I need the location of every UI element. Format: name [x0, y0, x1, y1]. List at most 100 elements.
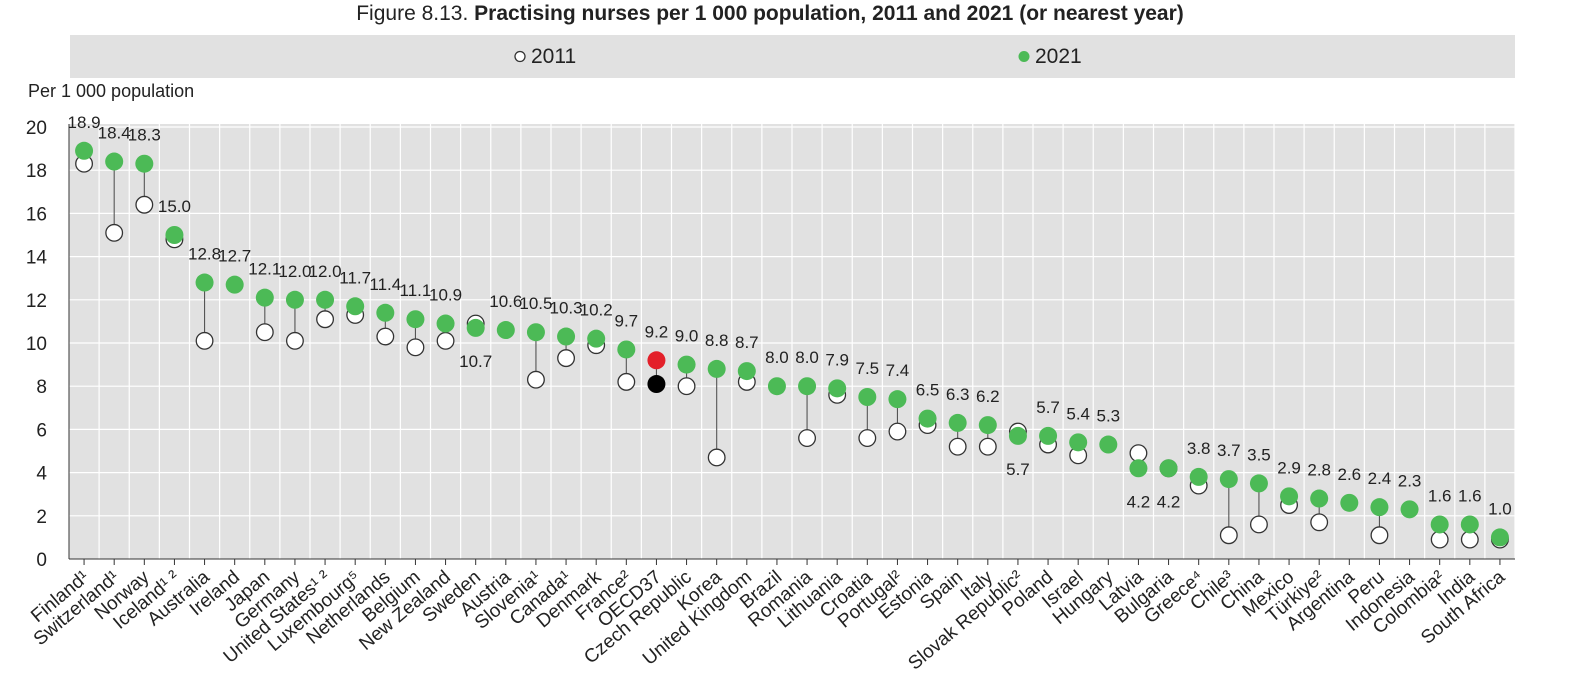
data-label: 5.7: [1036, 398, 1060, 417]
marker-2011: [195, 331, 214, 350]
data-label: 18.4: [98, 124, 131, 143]
marker-2021-oecd: [647, 351, 666, 370]
data-label: 1.0: [1488, 499, 1512, 518]
marker-2021: [1159, 459, 1178, 478]
data-label: 8.0: [795, 348, 819, 367]
data-label: 9.7: [614, 311, 638, 330]
data-label: 4.2: [1157, 492, 1181, 511]
marker-2021: [1219, 470, 1238, 489]
marker-2011: [1370, 526, 1389, 545]
data-label: 1.6: [1458, 486, 1482, 505]
gridlines: [68, 124, 1516, 559]
marker-2011: [255, 323, 274, 342]
marker-2021: [255, 288, 274, 307]
data-label: 8.0: [765, 348, 789, 367]
data-label: 5.3: [1096, 407, 1120, 426]
marker-2021: [798, 377, 817, 396]
marker-2021: [978, 416, 997, 435]
title-main: Practising nurses per 1 000 population, …: [474, 2, 1184, 25]
marker-2021: [737, 362, 756, 381]
marker-2021: [195, 273, 214, 292]
data-label: 2.3: [1398, 471, 1422, 490]
marker-2011: [1430, 530, 1449, 549]
data-label: 2.4: [1368, 469, 1392, 488]
marker-2021: [1460, 515, 1479, 534]
marker-2011: [1249, 515, 1268, 534]
data-label: 11.1: [400, 281, 432, 300]
marker-2021: [1039, 426, 1058, 445]
data-label: 10.9: [429, 286, 462, 305]
marker-2021: [828, 379, 847, 398]
marker-2021: [1400, 500, 1419, 519]
data-label: 12.8: [188, 245, 221, 264]
marker-2021: [165, 226, 184, 244]
marker-2021: [677, 355, 696, 374]
marker-2011: [707, 448, 726, 467]
y-axis: 0 2 4 6 8 10 12 14 16 18 20: [26, 118, 1515, 571]
marker-2011: [1219, 526, 1238, 545]
data-label: 1.6: [1428, 486, 1452, 505]
marker-2021: [1249, 474, 1268, 493]
data-label: 2.8: [1307, 461, 1331, 480]
marker-2021: [1189, 467, 1208, 486]
marker-2011: [316, 310, 335, 329]
marker-2011: [888, 422, 907, 441]
marker-2021: [767, 377, 786, 396]
data-label: 6.5: [916, 381, 940, 400]
y-tick-label: 4: [36, 464, 47, 485]
value-labels: 18.918.418.315.012.812.712.112.012.011.7…: [68, 113, 1512, 519]
marker-2021: [135, 154, 154, 173]
data-label: 10.6: [489, 292, 522, 311]
data-label: 12.0: [278, 262, 311, 281]
marker-2021: [948, 413, 967, 432]
marker-2021: [918, 409, 937, 428]
marker-2021: [376, 303, 395, 322]
marker-2021: [75, 141, 94, 160]
data-label: 11.7: [339, 268, 371, 287]
data-label: 3.5: [1247, 445, 1271, 464]
marker-2021: [496, 321, 515, 340]
marker-2011: [948, 437, 967, 456]
marker-2011: [376, 327, 395, 346]
y-tick-label: 20: [26, 118, 47, 139]
marker-2011: [1460, 530, 1479, 549]
series-2021: [75, 141, 1509, 547]
y-tick-label: 14: [26, 248, 48, 269]
data-label: 12.7: [218, 247, 251, 266]
data-label: 5.7: [1006, 460, 1030, 479]
data-label: 9.0: [675, 327, 699, 346]
y-tick-label: 2: [36, 507, 47, 528]
marker-2021: [888, 390, 907, 409]
marker-2021: [225, 275, 244, 294]
marker-2021: [406, 310, 425, 329]
y-tick-label: 12: [26, 291, 47, 312]
marker-2011: [105, 223, 124, 242]
legend-2021-label: 2021: [1035, 45, 1082, 68]
marker-2011-oecd: [647, 375, 666, 394]
marker-2011: [285, 331, 304, 350]
data-label: 10.3: [550, 299, 583, 318]
marker-2021: [587, 329, 606, 348]
marker-2021: [436, 314, 455, 333]
legend-2011-marker: [514, 50, 526, 63]
data-label: 8.8: [705, 331, 729, 350]
marker-2021: [1340, 493, 1359, 512]
data-label: 3.7: [1217, 441, 1241, 460]
marker-2011: [135, 195, 154, 214]
y-axis-label: Per 1 000 population: [28, 81, 194, 101]
data-label: 5.4: [1066, 404, 1090, 423]
data-label: 8.7: [735, 333, 759, 352]
data-label: 6.3: [946, 385, 970, 404]
marker-2021: [466, 318, 485, 337]
marker-2021: [1310, 489, 1329, 508]
y-tick-label: 18: [26, 161, 47, 182]
data-label: 4.2: [1127, 492, 1151, 511]
data-label: 12.1: [248, 260, 281, 279]
data-label: 10.5: [519, 294, 552, 313]
data-label: 3.8: [1187, 439, 1211, 458]
data-label: 10.2: [580, 301, 613, 320]
title-prefix: Figure 8.13.: [356, 2, 469, 25]
marker-2011: [1310, 513, 1329, 532]
data-label: 6.2: [976, 387, 1000, 406]
